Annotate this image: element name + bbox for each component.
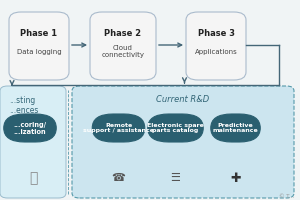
Text: ☎: ☎ [112, 173, 125, 183]
Text: ☰: ☰ [170, 173, 181, 183]
Text: Electronic spare
parts catalog: Electronic spare parts catalog [147, 123, 204, 133]
Text: ...coring/
...ization: ...coring/ ...ization [14, 121, 46, 134]
Text: © T...: © T... [279, 194, 294, 199]
Text: Phase 3: Phase 3 [197, 29, 235, 38]
FancyBboxPatch shape [148, 114, 203, 142]
Text: Remote
support / assistance: Remote support / assistance [83, 123, 154, 133]
Text: ⬜: ⬜ [29, 171, 37, 185]
Text: Current R&D: Current R&D [156, 96, 210, 104]
FancyBboxPatch shape [186, 12, 246, 80]
FancyBboxPatch shape [90, 12, 156, 80]
Text: Cloud
connectivity: Cloud connectivity [101, 46, 145, 58]
FancyBboxPatch shape [9, 12, 69, 80]
FancyBboxPatch shape [4, 114, 56, 142]
Text: ...sting
...ences: ...sting ...ences [9, 96, 38, 115]
FancyBboxPatch shape [0, 86, 66, 198]
Text: Applications: Applications [195, 49, 237, 55]
Text: Phase 1: Phase 1 [20, 29, 58, 38]
Text: Phase 2: Phase 2 [104, 29, 142, 38]
FancyBboxPatch shape [72, 86, 294, 198]
Text: ✚: ✚ [230, 171, 241, 184]
FancyBboxPatch shape [211, 114, 260, 142]
FancyBboxPatch shape [92, 114, 145, 142]
Text: Data logging: Data logging [17, 49, 61, 55]
Text: Predictive
maintenance: Predictive maintenance [213, 123, 258, 133]
